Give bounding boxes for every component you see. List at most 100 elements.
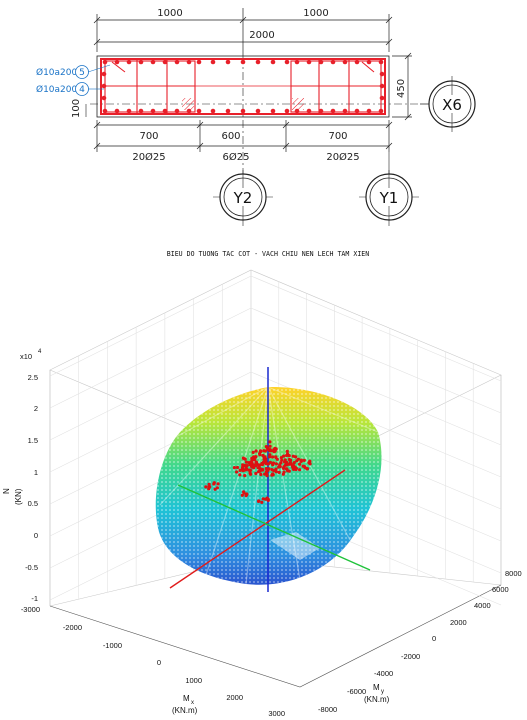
load-case-point [274,467,278,471]
x-axis-unit: (KN.m) [172,706,198,715]
load-case-point [266,447,270,451]
load-case-point [261,461,265,465]
rebar-bar [174,59,180,65]
load-case-point [240,493,244,497]
load-case-point [264,462,268,466]
rebar-bar [306,59,312,65]
load-case-point [256,499,261,503]
load-case-point [278,463,282,467]
rebar-bar [330,108,336,114]
rebar-bar [270,108,276,114]
load-case-point [235,470,239,474]
y-tick-0: 0 [432,634,436,643]
load-case-point [292,461,296,465]
bottom-dimensions [93,120,393,152]
rebar-bars [101,59,385,114]
load-case-point [232,466,236,470]
load-case-point [280,458,284,462]
load-case-point [285,453,289,458]
x-tick-3000: 3000 [268,709,285,718]
hatch-right [292,98,304,110]
rebar-bar [306,108,312,114]
grid-label-y1: Y1 [379,189,399,207]
load-case-point [292,464,296,468]
z-axis: x10 4 2.5 2 1.5 1 0.5 0 -0.5 -1 N (KN) [2,349,42,603]
load-case-point [254,464,258,468]
rebar-bar [126,108,132,114]
load-case-point [252,466,256,470]
rebar-bar [138,59,144,65]
load-case-point [235,465,240,470]
rebar-bar [114,108,120,114]
y-axis: -8000 -6000 -4000 -2000 0 2000 4000 6000… [318,569,522,714]
rebar-bar [210,108,216,114]
load-case-point [291,466,295,470]
stirrup-label-4: Ø10a200 [36,84,78,95]
y-tick--4000: -4000 [374,669,393,678]
rebar-bar [101,71,107,77]
load-case-point [249,460,253,464]
load-case-point [271,461,276,465]
y-axis-sub: y [381,689,384,695]
rebar-bar [240,108,246,114]
rebar-bar [186,59,192,65]
dim-cover: 100 [71,99,82,118]
y-tick-8000: 8000 [505,569,522,578]
stirrup-mark-4: 4 [79,85,85,95]
load-case-point [294,467,298,472]
rebar-bar [240,59,246,65]
rebar-bar [101,95,107,101]
rebar-bar [354,108,360,114]
grid-line [250,339,502,446]
height-dimension [392,52,412,121]
rebar-bar [379,71,385,77]
chart-title: BIEU DO TUONG TAC COT - VACH CHIU NEN LE… [167,250,369,258]
rebar-bar [102,59,108,65]
rebar-group-right: 20Ø25 [326,151,359,163]
rebar-bar [318,108,324,114]
rebar-outline [100,58,386,115]
z-tick-0: 0 [34,531,38,540]
load-case-point [298,462,302,466]
rebar-bar [378,59,384,65]
load-case-point [212,481,216,485]
rebar-bar [318,59,324,65]
rebar-bar [225,108,231,114]
grid-bubble-y1: Y1 [359,152,419,226]
rebar-bar [379,83,385,89]
load-case-points [204,440,312,504]
load-case-point [245,464,249,468]
rebar-bar [255,59,261,65]
load-case-point [296,457,300,461]
y-axis-unit: (KN.m) [364,695,390,704]
load-case-point [282,465,286,469]
load-case-point [216,482,220,486]
z-tick-2: 2 [34,404,38,413]
load-case-point [242,490,246,494]
load-case-point [253,458,257,462]
y-tick-4000: 4000 [474,601,491,610]
y-tick--8000: -8000 [318,705,337,714]
rebar-group-mid: 6Ø25 [223,151,250,163]
load-case-point [268,453,272,457]
y-tick-6000: 6000 [492,585,509,594]
load-case-point [259,472,263,477]
grid-bubble-x6: X6 [420,76,476,132]
x-tick-1000: 1000 [185,676,202,685]
load-case-point [277,470,281,474]
load-case-point [254,471,258,476]
z-axis-unit: (KN) [14,488,23,505]
load-case-point [207,482,211,486]
rebar-bar [294,59,300,65]
load-case-point [270,468,274,472]
my-axis-line [177,484,371,571]
load-case-point [271,455,275,459]
rebar-bar [196,108,202,114]
rebar-bar [150,108,156,114]
load-case-point [238,473,242,477]
load-case-point [274,470,278,474]
rebar-bar [114,59,120,65]
rebar-bar [138,108,144,114]
load-case-point [285,449,289,453]
